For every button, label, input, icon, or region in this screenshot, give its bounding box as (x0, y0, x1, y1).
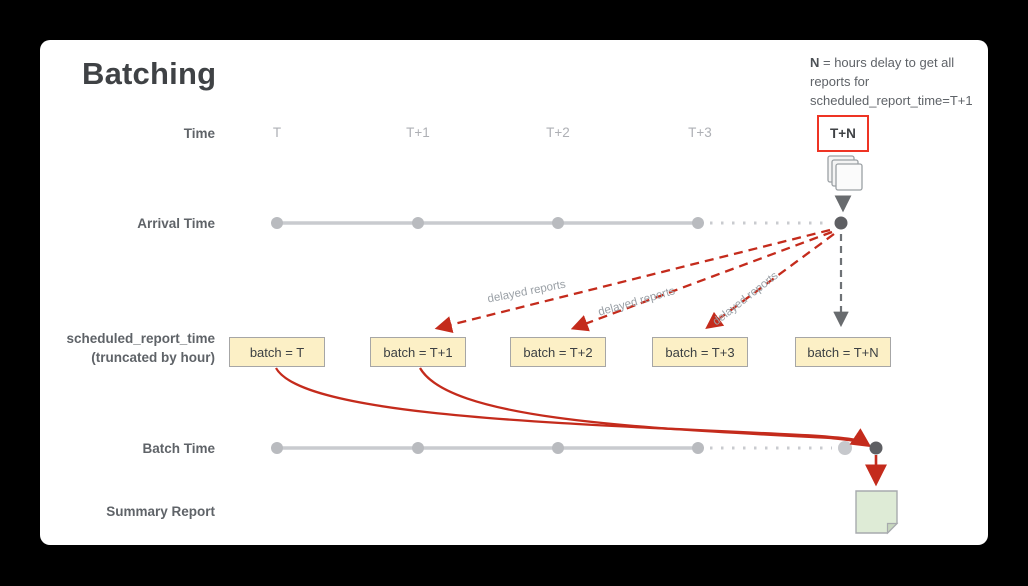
batch-box-t1: batch = T+1 (370, 337, 466, 367)
row-label-time: Time (183, 126, 215, 141)
note-bold-n: N (810, 55, 820, 70)
note-text: N = hours delay to get all reports for s… (810, 53, 992, 110)
batch-box-t: batch = T (229, 337, 325, 367)
col-label-t3: T+3 (688, 125, 712, 140)
col-label-t2: T+2 (546, 125, 570, 140)
col-label-t: T (272, 125, 282, 140)
row-label-batch-time: Batch Time (142, 441, 215, 456)
note-rest: = hours delay to get all reports for sch… (810, 55, 973, 108)
batch-box-t2: batch = T+2 (510, 337, 606, 367)
batch-box-t3: batch = T+3 (652, 337, 748, 367)
col-label-t1: T+1 (406, 125, 430, 140)
col-label-tn-highlight-box: T+N (817, 115, 869, 152)
row-label-arrival-time: Arrival Time (137, 216, 215, 231)
col-label-tn: T+N (830, 126, 856, 141)
page-title: Batching (82, 56, 217, 91)
scheduled-report-time-line1: scheduled_report_time (66, 331, 215, 346)
row-label-scheduled-report-time: scheduled_report_time (truncated by hour… (35, 329, 215, 367)
batch-box-tn: batch = T+N (795, 337, 891, 367)
row-label-summary-report: Summary Report (106, 504, 215, 519)
scheduled-report-time-line2: (truncated by hour) (91, 350, 215, 365)
